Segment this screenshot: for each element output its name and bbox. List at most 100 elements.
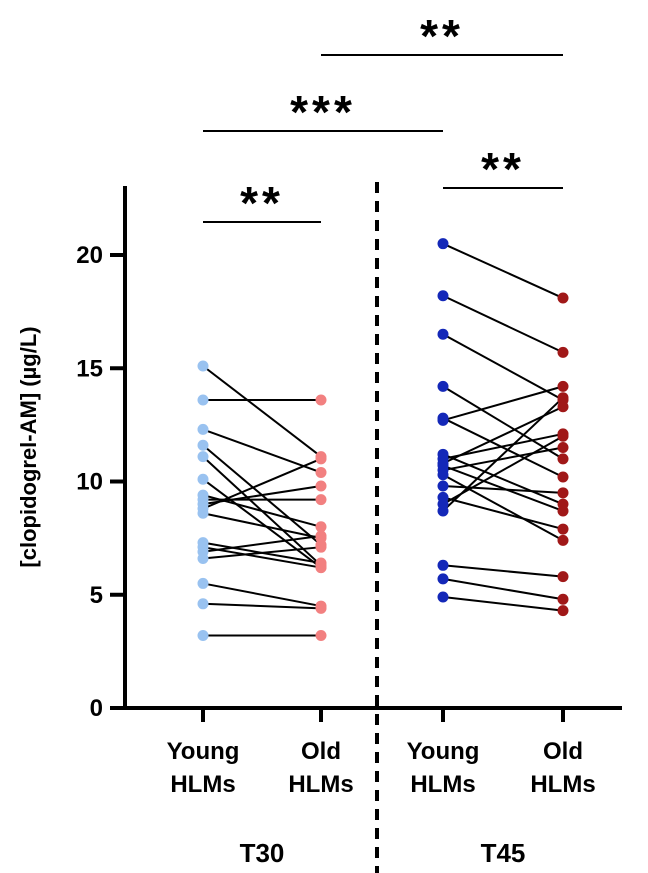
point-young — [197, 598, 209, 610]
point-old — [557, 453, 569, 465]
point-young — [197, 394, 209, 406]
significance-stars: ** — [240, 177, 284, 229]
pair-line — [442, 496, 564, 531]
x-tick-label-line2: HLMs — [288, 771, 353, 798]
pair-line — [202, 457, 322, 510]
pair-lines — [202, 242, 564, 637]
pair-line — [202, 534, 322, 553]
group-label: T45 — [481, 838, 526, 868]
point-old — [557, 346, 569, 358]
point-old — [557, 392, 569, 404]
pair-line — [442, 446, 564, 472]
point-old — [557, 523, 569, 535]
pair-line — [202, 582, 322, 608]
point-old — [315, 630, 327, 642]
point-young — [437, 505, 449, 517]
pair-line — [442, 294, 564, 354]
pair-line — [442, 333, 564, 401]
point-young — [437, 559, 449, 571]
pair-line — [442, 464, 564, 512]
point-old — [315, 466, 327, 478]
point-old — [557, 401, 569, 413]
pair-line — [442, 473, 564, 542]
point-old — [557, 534, 569, 546]
point-old — [315, 541, 327, 553]
point-young — [197, 553, 209, 565]
x-tick-label-line1: Old — [543, 738, 583, 765]
group-labels: T30 T45 — [240, 838, 526, 868]
data-points — [197, 238, 569, 642]
x-tick-label-line2: HLMs — [410, 771, 475, 798]
pair-line — [442, 417, 564, 478]
x-tick-label-line1: Old — [301, 738, 341, 765]
point-young — [437, 591, 449, 603]
point-young — [437, 414, 449, 426]
point-old — [315, 453, 327, 465]
point-old — [557, 471, 569, 483]
point-old — [557, 292, 569, 304]
point-old — [557, 380, 569, 392]
pair-line — [442, 396, 564, 512]
point-young — [437, 573, 449, 585]
point-old — [315, 394, 327, 406]
point-old — [315, 480, 327, 492]
significance-brackets: ********* — [203, 10, 563, 229]
y-tick-label: 0 — [90, 695, 103, 722]
point-old — [557, 605, 569, 617]
point-old — [315, 602, 327, 614]
pair-line — [202, 428, 322, 474]
point-young — [437, 290, 449, 302]
y-tick-label: 20 — [76, 242, 103, 269]
point-young — [437, 328, 449, 340]
point-young — [197, 507, 209, 519]
point-young — [197, 423, 209, 435]
point-young — [197, 473, 209, 485]
x-tick-label-line2: HLMs — [530, 771, 595, 798]
point-young — [437, 480, 449, 492]
point-old — [557, 505, 569, 517]
pair-line — [202, 546, 322, 569]
pair-line — [442, 453, 564, 506]
x-tick-label-line1: Young — [167, 738, 240, 765]
point-old — [557, 487, 569, 499]
point-young — [197, 577, 209, 589]
significance-stars: *** — [290, 86, 356, 138]
y-tick-label: 5 — [90, 582, 103, 609]
point-young — [197, 439, 209, 451]
significance-stars: ** — [420, 10, 464, 62]
pair-line — [202, 602, 322, 610]
point-old — [315, 562, 327, 574]
point-old — [557, 430, 569, 442]
point-old — [557, 593, 569, 605]
y-tick-label: 15 — [76, 355, 103, 382]
pair-line — [442, 385, 564, 422]
pair-line — [442, 485, 564, 494]
point-young — [437, 238, 449, 250]
pair-line — [202, 512, 322, 540]
pair-line — [442, 596, 564, 612]
y-tick-label: 10 — [76, 469, 103, 496]
point-old — [557, 571, 569, 583]
point-young — [437, 380, 449, 392]
y-axis-label: [clopidogrel-AM] (µg/L) — [16, 326, 41, 567]
x-tick-label-line2: HLMs — [170, 771, 235, 798]
pair-line — [202, 546, 322, 560]
y-ticks: 0 5 10 15 20 — [76, 242, 125, 722]
point-young — [197, 360, 209, 372]
significance-stars: ** — [481, 143, 525, 195]
pair-line — [442, 564, 564, 578]
point-young — [197, 451, 209, 463]
point-old — [315, 530, 327, 542]
x-tick-label-line1: Young — [407, 738, 480, 765]
pair-line — [442, 242, 564, 299]
point-young — [197, 630, 209, 642]
point-old — [315, 494, 327, 506]
pair-line — [202, 478, 322, 569]
pair-line — [442, 577, 564, 601]
point-young — [437, 469, 449, 481]
x-category-labels: Young HLMs Old HLMs Young HLMs Old HLMs — [167, 708, 596, 798]
pair-line — [202, 365, 322, 458]
group-label: T30 — [240, 838, 285, 868]
point-old — [315, 521, 327, 533]
